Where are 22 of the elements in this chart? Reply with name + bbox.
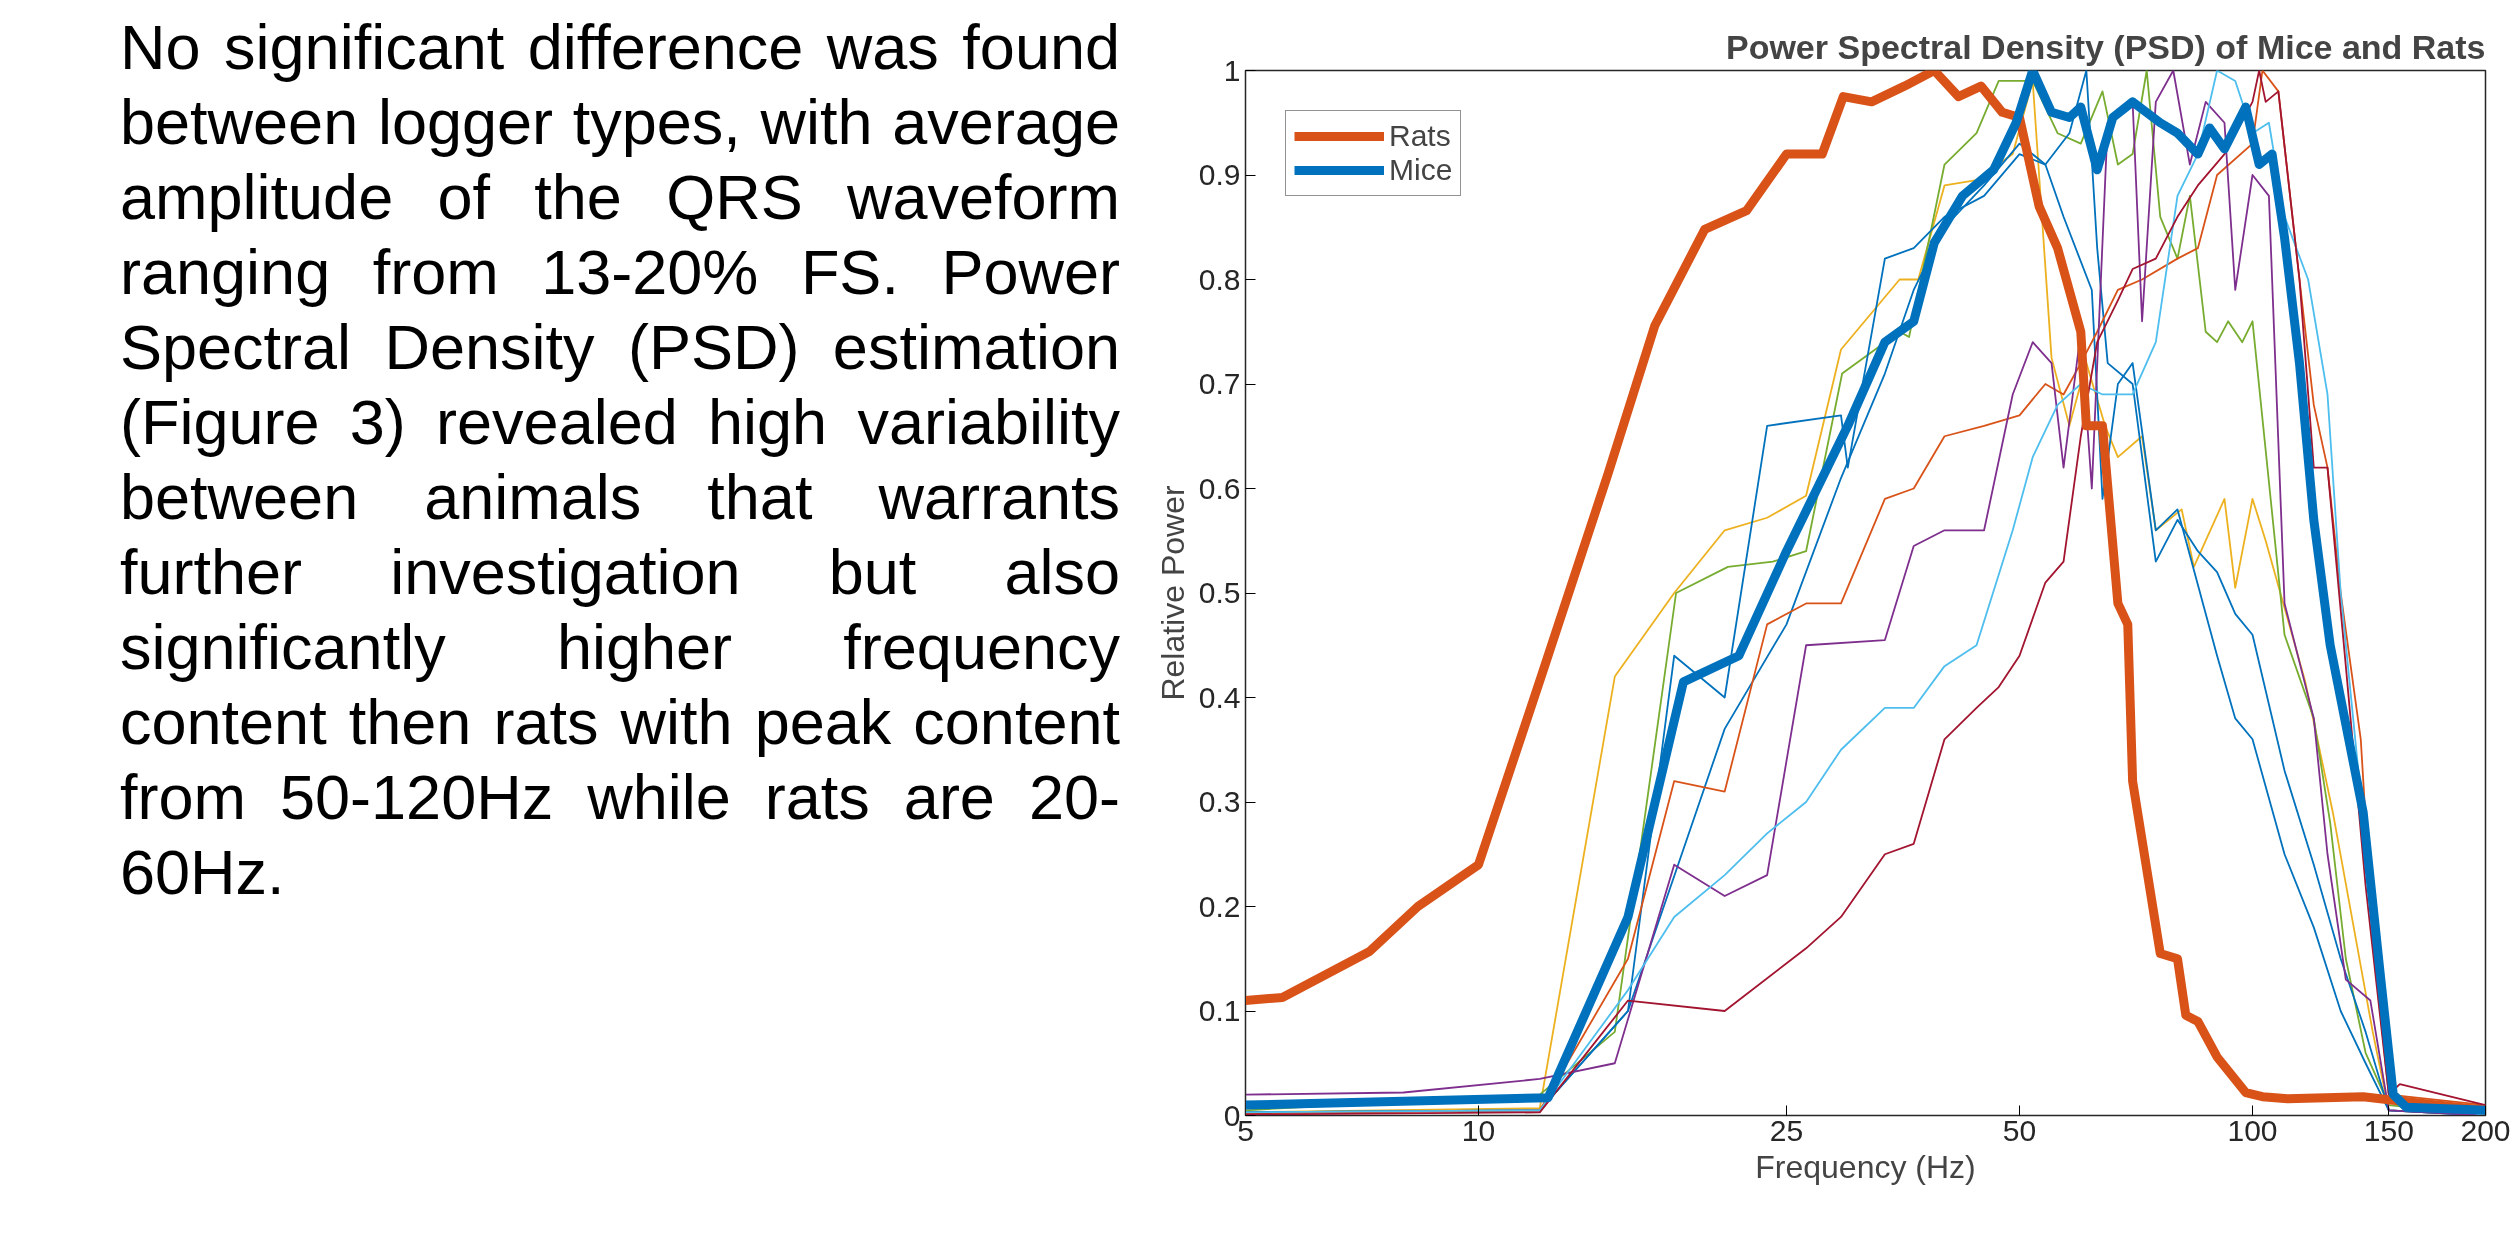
x-tick-label: 25 (1769, 1113, 1804, 1147)
y-tick-label: 0.3 (1198, 785, 1241, 818)
x-axis-title: Frequency (Hz) (1755, 1148, 1976, 1185)
legend-label: Mice (1389, 153, 1453, 187)
y-tick-label: 0.6 (1198, 471, 1241, 505)
y-tick-label: 0.8 (1198, 262, 1241, 296)
y-tick-label: 0.4 (1198, 680, 1241, 714)
y-tick-label: 1 (1223, 53, 1241, 87)
x-tick-label: 10 (1461, 1113, 1496, 1147)
y-axis-title: Relative Power (1154, 485, 1191, 701)
x-tick-label: 150 (2363, 1113, 2414, 1147)
y-tick-label: 0.9 (1198, 158, 1241, 191)
y-tick-label: 0.2 (1198, 889, 1241, 923)
chart-title: Power Spectral Density (PSD) of Mice and Rats (1725, 27, 2486, 66)
x-tick-label: 200 (2460, 1113, 2511, 1147)
y-tick-label: 0.1 (1198, 994, 1241, 1027)
y-tick-label: 0.5 (1198, 576, 1241, 609)
text: No significant difference was found between logger types, with average amplitude of the QRS waveform ranging from 13-20% FS. Power Spectral Density (PSD) estimation (Figure 3) revealed high variability between animals that warrants further investigation but also significantly higher frequency content then rats with peak content from 50-120Hz while rats are 20-60Hz. (120, 12, 1120, 907)
legend-label: Rats (1389, 119, 1451, 153)
x-tick-label: 50 (2002, 1113, 2037, 1147)
x-tick-label: 100 (2227, 1113, 2278, 1147)
y-tick-label: 0.7 (1198, 367, 1241, 400)
